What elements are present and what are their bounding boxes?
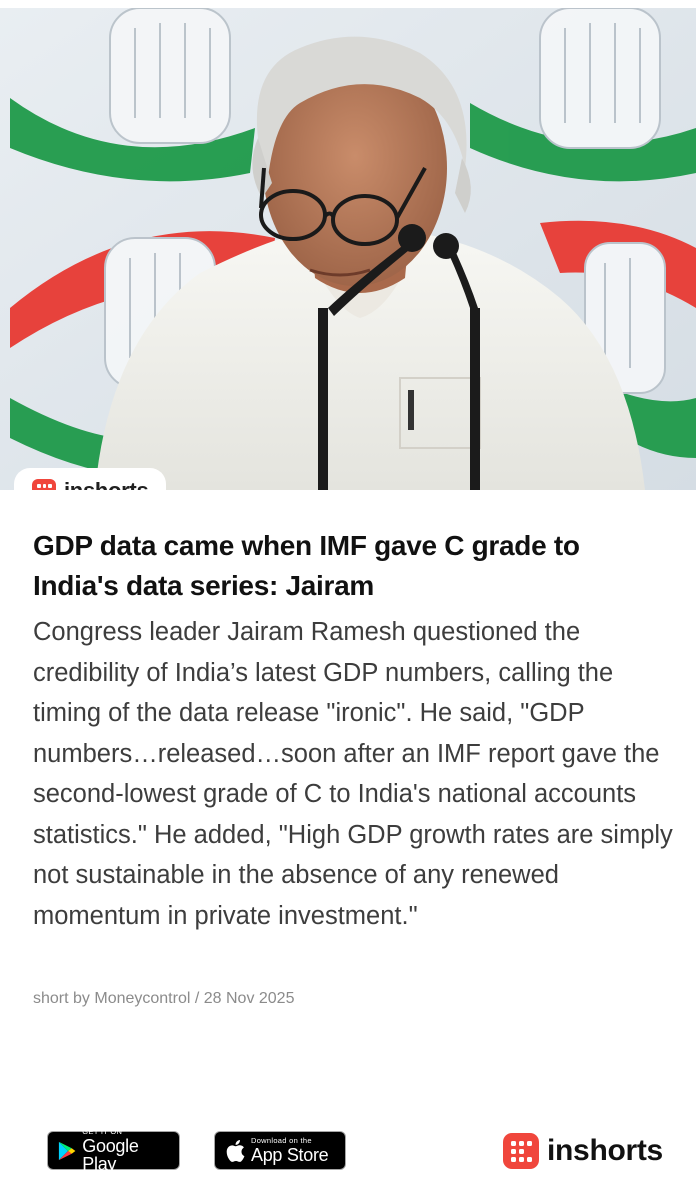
app-store-label: App Store [251,1145,329,1166]
footer-brand-name: inshorts [547,1134,663,1167]
inshorts-logo-icon [503,1133,539,1169]
apple-icon [226,1139,245,1162]
google-play-button[interactable]: GET IT ON Google Play [47,1126,180,1175]
article-content: GDP data came when IMF gave C grade to I… [0,490,696,1100]
app-store-small-label: Download on the [251,1135,312,1145]
google-play-small-label: GET IT ON [82,1126,123,1136]
article-byline: short by Moneycontrol / 28 Nov 2025 [33,990,295,1007]
photo-illustration [0,8,696,490]
google-play-label: Google Play [82,1136,139,1175]
article-body: Congress leader Jairam Ramesh questioned… [33,618,673,930]
footer-brand: inshorts [503,1133,663,1169]
article-headline: GDP data came when IMF gave C grade to I… [33,530,580,601]
article-photo [0,8,696,490]
app-store-button[interactable]: Download on the App Store [214,1131,346,1170]
google-play-icon [58,1141,76,1160]
footer: GET IT ON Google Play Download on the Ap… [0,1100,696,1200]
